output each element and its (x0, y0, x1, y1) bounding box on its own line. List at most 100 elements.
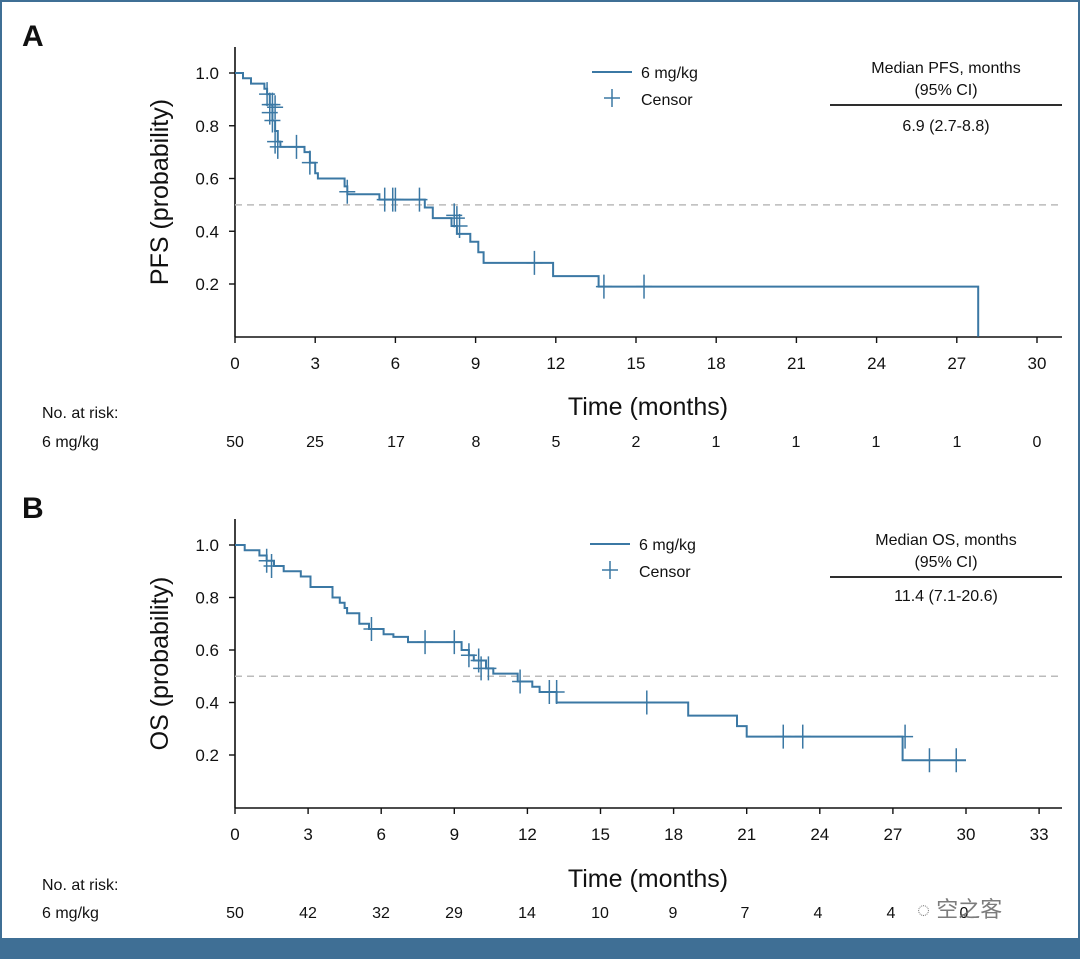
censor-mark (897, 724, 914, 749)
risk-count: 17 (387, 434, 405, 451)
legend-censor-label: Censor (641, 92, 693, 109)
x-tick-label: 15 (591, 825, 610, 844)
risk-count: 32 (372, 905, 390, 922)
x-tick-label: 12 (518, 825, 537, 844)
risk-table-row-label: 6 mg/kg (42, 434, 99, 451)
censor-mark (267, 129, 284, 154)
x-tick-label: 18 (707, 354, 726, 373)
censor-mark (921, 748, 938, 773)
risk-count: 1 (792, 434, 801, 451)
censor-mark (363, 617, 380, 641)
risk-count: 4 (814, 905, 823, 922)
risk-table-header: No. at risk: (42, 405, 118, 422)
risk-count: 1 (872, 434, 881, 451)
risk-count: 50 (226, 434, 244, 451)
risk-count: 0 (960, 905, 969, 922)
risk-count: 25 (306, 434, 324, 451)
risk-count: 0 (1033, 434, 1042, 451)
y-tick-label: 0.8 (195, 117, 219, 136)
legend-censor-mark (602, 561, 618, 579)
median-value: 6.9 (2.7-8.8) (902, 118, 989, 135)
x-tick-label: 0 (230, 825, 239, 844)
censor-mark (264, 108, 281, 133)
x-tick-label: 30 (1028, 354, 1047, 373)
risk-count: 42 (299, 905, 317, 922)
x-tick-label: 3 (310, 354, 319, 373)
risk-count: 4 (887, 905, 896, 922)
x-tick-label: 9 (471, 354, 480, 373)
risk-count: 8 (472, 434, 481, 451)
x-tick-label: 0 (230, 354, 239, 373)
x-tick-label: 9 (450, 825, 459, 844)
censor-mark (387, 187, 404, 212)
risk-count: 7 (741, 905, 750, 922)
x-tick-label: 24 (867, 354, 886, 373)
risk-count: 1 (953, 434, 962, 451)
censor-mark (267, 95, 284, 120)
x-tick-label: 18 (664, 825, 683, 844)
risk-count: 10 (591, 905, 609, 922)
median-ci-label: (95% CI) (914, 554, 977, 571)
y-axis-title: OS (probability) (146, 577, 174, 751)
y-tick-label: 0.6 (195, 170, 219, 189)
censor-mark (339, 179, 356, 204)
censor-mark (636, 274, 653, 299)
censor-mark (548, 680, 565, 704)
panel-letter: A (22, 20, 44, 53)
censor-mark (480, 656, 497, 681)
censor-mark (451, 213, 468, 238)
risk-count: 14 (518, 905, 536, 922)
risk-count: 29 (445, 905, 463, 922)
median-value: 11.4 (7.1-20.6) (894, 588, 998, 605)
censor-mark (526, 250, 543, 275)
censor-mark (417, 630, 434, 655)
x-tick-label: 6 (376, 825, 385, 844)
x-tick-label: 21 (787, 354, 806, 373)
chart-panel-b: B 0.2 0.4 0.6 0.8 1.0 0 3 6 9 12 15 18 21 24 27 30 33 OS (… (22, 492, 1062, 922)
watermark: ◌ 空之客 (917, 892, 1002, 924)
x-axis-title: Time (months) (568, 393, 728, 421)
x-tick-label: 3 (303, 825, 312, 844)
risk-count: 1 (712, 434, 721, 451)
x-axis-title: Time (months) (568, 865, 728, 893)
y-tick-label: 0.2 (195, 746, 219, 765)
censor-mark (411, 187, 428, 212)
censor-mark (269, 134, 286, 159)
watermark-text: 空之客 (936, 897, 1003, 922)
censor-mark (263, 554, 280, 578)
wechat-icon: ◌ (917, 897, 931, 922)
bottom-bar (0, 938, 1080, 959)
y-tick-label: 1.0 (195, 64, 219, 83)
censor-mark (512, 669, 529, 694)
risk-count: 5 (552, 434, 561, 451)
legend-censor-label: Censor (639, 564, 691, 581)
y-tick-label: 0.4 (195, 222, 219, 241)
censor-mark (446, 630, 463, 655)
y-tick-label: 0.6 (195, 641, 219, 660)
legend-series-label: 6 mg/kg (641, 65, 698, 82)
y-tick-label: 0.2 (195, 275, 219, 294)
risk-count: 50 (226, 905, 244, 922)
censor-mark (288, 134, 305, 159)
censor-mark (948, 748, 965, 773)
censor-mark (460, 643, 477, 668)
x-tick-label: 27 (947, 354, 966, 373)
x-tick-label: 12 (546, 354, 565, 373)
median-ci-label: (95% CI) (914, 82, 977, 99)
risk-table-row-label: 6 mg/kg (42, 905, 99, 922)
censor-mark (794, 724, 811, 749)
x-tick-label: 27 (883, 825, 902, 844)
x-tick-label: 15 (627, 354, 646, 373)
censor-mark (301, 150, 318, 175)
y-tick-label: 0.4 (195, 694, 219, 713)
x-tick-label: 24 (810, 825, 829, 844)
median-title: Median PFS, months (871, 60, 1020, 77)
risk-count: 2 (632, 434, 641, 451)
y-tick-label: 1.0 (195, 536, 219, 555)
panel-letter: B (22, 492, 44, 525)
risk-table-header: No. at risk: (42, 877, 118, 894)
legend-series-label: 6 mg/kg (639, 537, 696, 554)
censor-mark (775, 724, 792, 749)
